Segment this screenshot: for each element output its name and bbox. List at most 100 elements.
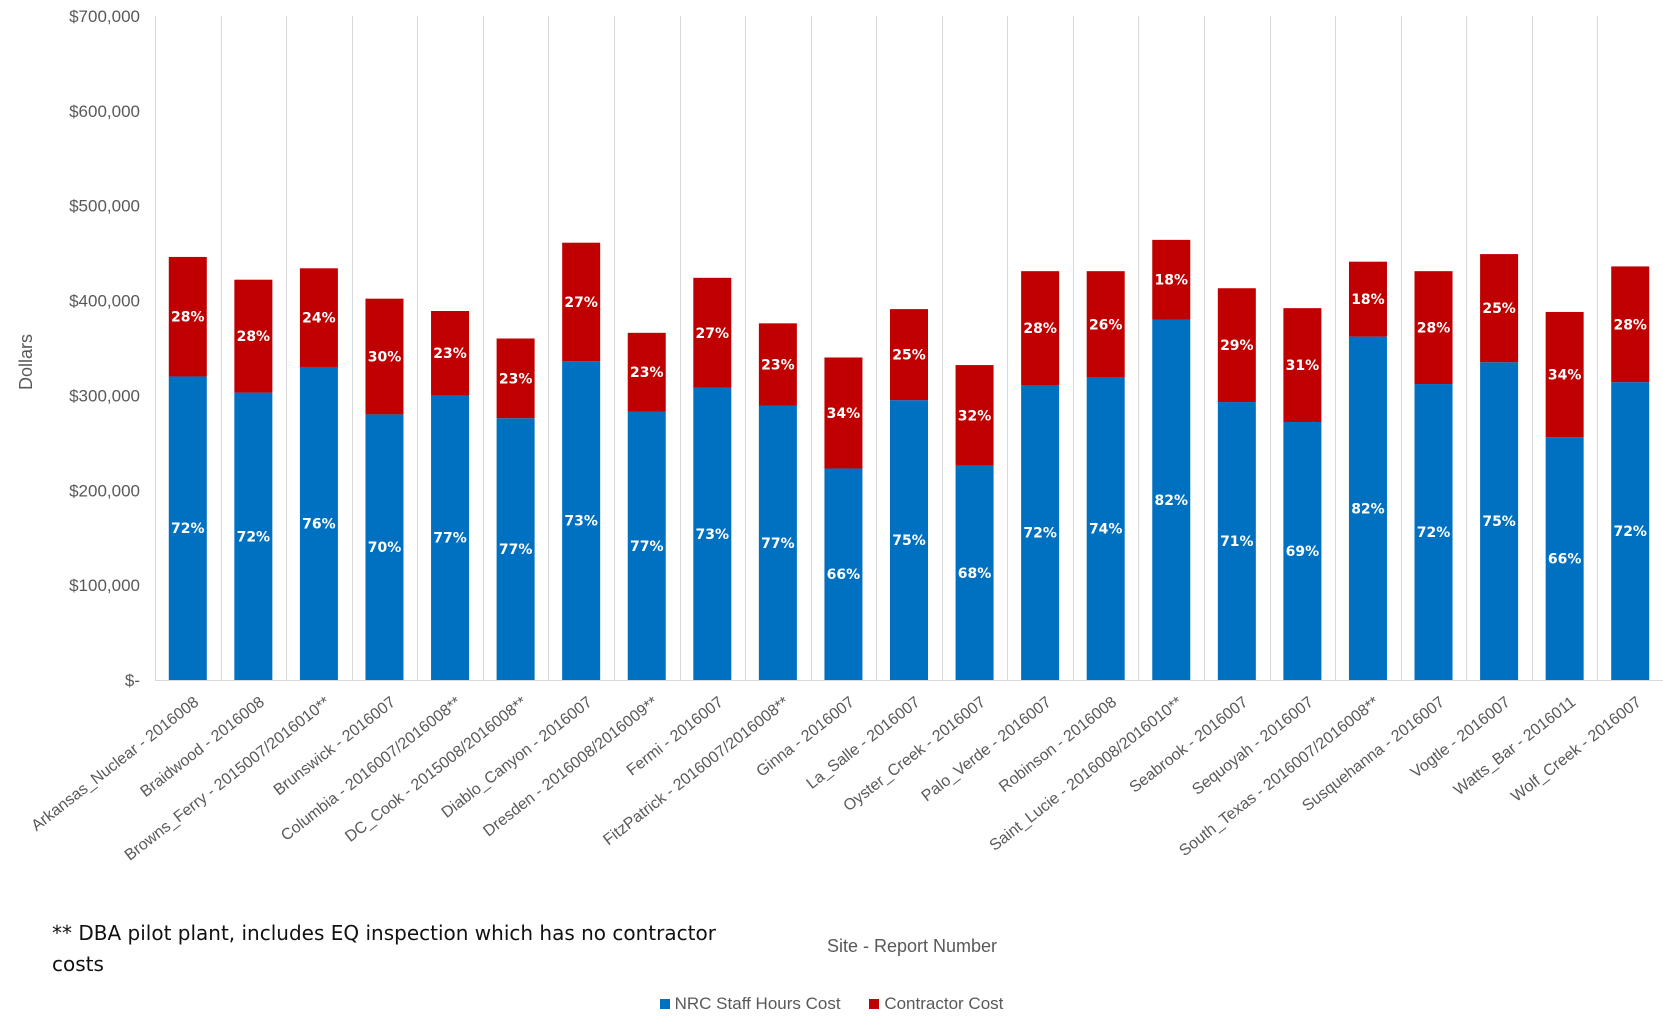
legend-swatch-contractor xyxy=(869,999,880,1009)
bar-contractor xyxy=(1611,266,1650,383)
x-tick-label: Palo_Verde - 2016007 xyxy=(919,694,1055,805)
data-label-nrc-staff: 77% xyxy=(630,539,664,555)
data-label-contractor: 28% xyxy=(1613,317,1647,333)
bar-contractor xyxy=(955,365,994,466)
data-label-nrc-staff: 72% xyxy=(1417,525,1451,541)
bar-contractor xyxy=(1021,271,1060,385)
bar-contractor xyxy=(1283,308,1322,422)
bar-nrc-staff xyxy=(431,395,470,680)
bar-contractor xyxy=(1348,261,1387,337)
data-label-nrc-staff: 77% xyxy=(499,542,533,558)
x-tick-label: Seabrook - 2016007 xyxy=(1127,694,1252,797)
bar-nrc-staff xyxy=(1414,384,1453,680)
y-tick-label: $200,000 xyxy=(69,481,140,500)
bar-contractor xyxy=(1545,311,1584,438)
bar-contractor xyxy=(562,242,601,362)
legend: NRC Staff Hours Cost Contractor Cost xyxy=(0,994,1663,1014)
data-label-contractor: 29% xyxy=(1220,338,1254,354)
bar-contractor xyxy=(365,298,404,415)
bar-nrc-staff xyxy=(1283,421,1322,680)
data-label-contractor: 23% xyxy=(761,358,795,374)
bar-nrc-staff xyxy=(627,411,666,680)
x-tick-label: Watts_Bar - 2016011 xyxy=(1451,694,1579,799)
bar-nrc-staff xyxy=(824,468,863,680)
data-label-nrc-staff: 72% xyxy=(1023,525,1057,541)
bar-nrc-staff xyxy=(1217,402,1256,680)
data-label-contractor: 23% xyxy=(630,365,664,381)
y-tick-label: $300,000 xyxy=(69,386,140,405)
bar-nrc-staff xyxy=(1348,336,1387,680)
data-label-contractor: 28% xyxy=(1417,321,1451,337)
data-label-contractor: 34% xyxy=(1548,368,1582,384)
data-label-contractor: 30% xyxy=(368,350,402,366)
data-label-contractor: 18% xyxy=(1155,273,1189,289)
bar-nrc-staff xyxy=(758,405,797,680)
legend-label-contractor: Contractor Cost xyxy=(884,994,1004,1013)
bar-nrc-staff xyxy=(955,465,994,680)
data-label-nrc-staff: 77% xyxy=(761,536,795,552)
bar-contractor xyxy=(627,332,666,412)
y-tick-label: $100,000 xyxy=(69,576,140,595)
data-label-nrc-staff: 77% xyxy=(433,531,467,547)
data-label-nrc-staff: 73% xyxy=(696,527,730,543)
data-label-contractor: 23% xyxy=(433,346,467,362)
data-label-contractor: 27% xyxy=(564,295,598,311)
y-tick-label: $600,000 xyxy=(69,102,140,121)
bar-nrc-staff xyxy=(693,387,732,680)
x-tick-label: Brunswick - 2016007 xyxy=(271,694,399,799)
x-tick-label: Sequoyah - 2016007 xyxy=(1189,694,1317,799)
bar-nrc-staff xyxy=(365,414,404,680)
legend-item-nrc-staff: NRC Staff Hours Cost xyxy=(659,994,841,1014)
data-label-contractor: 28% xyxy=(1023,321,1057,337)
data-label-contractor: 27% xyxy=(696,326,730,342)
data-label-nrc-staff: 69% xyxy=(1286,544,1320,560)
y-tick-label: $- xyxy=(125,671,140,690)
data-label-contractor: 24% xyxy=(302,311,336,327)
bar-contractor xyxy=(824,357,863,469)
data-label-nrc-staff: 82% xyxy=(1155,493,1189,509)
data-label-nrc-staff: 75% xyxy=(1482,514,1516,530)
data-label-nrc-staff: 70% xyxy=(368,540,402,556)
x-tick-label: La_Salle - 2016007 xyxy=(804,694,924,793)
data-label-contractor: 25% xyxy=(892,348,926,364)
bar-contractor xyxy=(1152,239,1191,320)
x-tick-label: Robinson - 2016008 xyxy=(996,694,1120,796)
bar-contractor xyxy=(496,338,535,419)
data-label-nrc-staff: 82% xyxy=(1351,501,1385,517)
data-label-nrc-staff: 72% xyxy=(171,521,205,537)
data-label-contractor: 32% xyxy=(958,408,992,424)
x-tick-label: Braidwood - 2016008 xyxy=(137,694,267,801)
x-tick-label: Wolf_Creek - 2016007 xyxy=(1508,694,1644,806)
data-label-contractor: 18% xyxy=(1351,292,1385,308)
bar-nrc-staff xyxy=(299,366,338,680)
bar-nrc-staff xyxy=(562,361,601,680)
y-axis-title: Dollars xyxy=(16,334,36,390)
bar-nrc-staff xyxy=(1480,362,1519,680)
bar-contractor xyxy=(299,268,338,367)
bars xyxy=(168,239,1650,680)
bar-nrc-staff xyxy=(1152,319,1191,680)
data-label-contractor: 26% xyxy=(1089,317,1123,333)
y-axis-ticks: $- $100,000 $200,000 $300,000 $400,000 $500,0… xyxy=(69,7,140,690)
data-label-nrc-staff: 74% xyxy=(1089,522,1123,538)
data-label-contractor: 31% xyxy=(1286,358,1320,374)
bar-contractor xyxy=(168,256,207,377)
bar-nrc-staff xyxy=(234,392,273,680)
bar-contractor xyxy=(431,311,470,396)
bar-nrc-staff xyxy=(1545,437,1584,680)
bar-nrc-staff xyxy=(890,400,928,680)
data-label-nrc-staff: 76% xyxy=(302,516,336,532)
data-label-nrc-staff: 72% xyxy=(237,529,271,545)
bar-contractor xyxy=(693,277,732,388)
legend-item-contractor: Contractor Cost xyxy=(869,994,1003,1014)
bar-contractor xyxy=(1086,271,1125,378)
footnote: ** DBA pilot plant, includes EQ inspecti… xyxy=(52,921,716,976)
bar-nrc-staff xyxy=(1021,384,1060,680)
data-label-contractor: 28% xyxy=(171,310,205,326)
bar-nrc-staff xyxy=(1611,382,1650,680)
data-label-nrc-staff: 71% xyxy=(1220,534,1254,550)
legend-swatch-nrc-staff xyxy=(659,999,670,1009)
bar-nrc-staff xyxy=(1086,377,1125,680)
